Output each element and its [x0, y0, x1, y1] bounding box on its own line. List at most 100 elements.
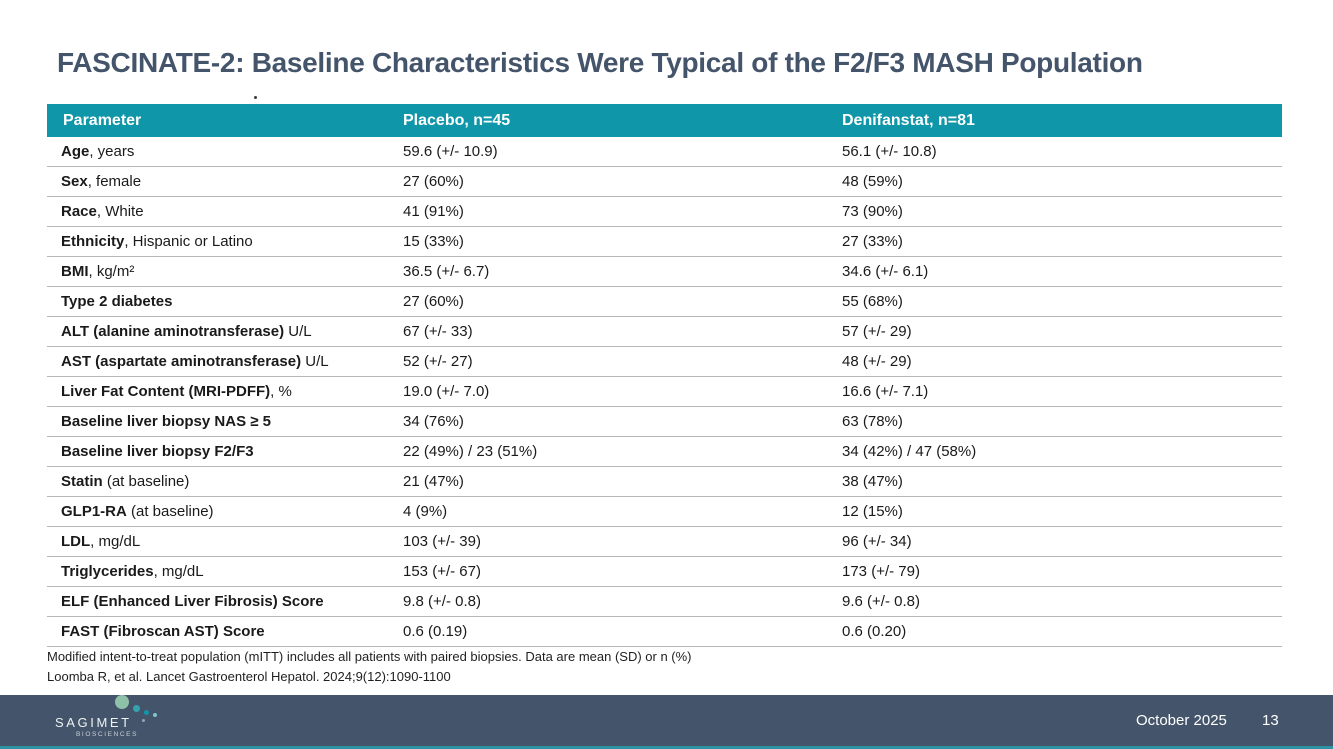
table-row: Triglycerides, mg/dL 153 (+/- 67) 173 (+/-… — [47, 557, 1282, 587]
placebo-value-cell: 153 (+/- 67) — [403, 563, 481, 580]
sagimet-logo: SAGIMET — [55, 715, 132, 730]
placebo-value-cell: 21 (47%) — [403, 473, 464, 490]
placebo-value-cell: 4 (9%) — [403, 503, 448, 520]
parameter-cell: ALT (alanine aminotransferase) U/L — [47, 323, 403, 340]
parameter-bold: Type 2 diabetes — [61, 293, 173, 310]
placebo-value-cell: 67 (+/- 33) — [403, 323, 473, 340]
footnote-population: Modified intent-to-treat population (mIT… — [47, 649, 692, 664]
placebo-value-cell: 34 (76%) — [403, 413, 464, 430]
denifanstat-value-cell: 48 (+/- 29) — [842, 353, 912, 370]
table-row: ALT (alanine aminotransferase) U/L 67 (+/… — [47, 317, 1282, 347]
parameter-rest: , female — [87, 173, 142, 190]
footer-accent-strip — [0, 746, 1333, 749]
table-row: FAST (Fibroscan AST) Score 0.6 (0.19) 0.6 … — [47, 617, 1282, 647]
parameter-bold: ALT (alanine aminotransferase) — [61, 323, 285, 340]
parameter-cell: FAST (Fibroscan AST) Score — [47, 623, 403, 640]
page-number: 13 — [1262, 712, 1279, 729]
table-row: BMI, kg/m² 36.5 (+/- 6.7) 34.6 (+/- 6.1) — [47, 257, 1282, 287]
denifanstat-value-cell: 34.6 (+/- 6.1) — [842, 263, 929, 280]
placebo-value-cell: 15 (33%) — [403, 233, 464, 250]
logo-dot-icon — [142, 719, 145, 722]
parameter-rest: , White — [96, 203, 144, 220]
parameter-rest: , mg/dL — [90, 533, 141, 550]
denifanstat-value-cell: 38 (47%) — [842, 473, 903, 490]
denifanstat-value-cell: 27 (33%) — [842, 233, 903, 250]
parameter-rest: U/L — [301, 353, 329, 370]
parameter-bold: Baseline liver biopsy F2/F3 — [61, 443, 254, 460]
parameter-bold: Statin — [61, 473, 103, 490]
table-row: GLP1-RA (at baseline) 4 (9%) 12 (15%) — [47, 497, 1282, 527]
table-body: Age, years 59.6 (+/- 10.9) 56.1 (+/- 10.8)… — [47, 137, 1282, 647]
denifanstat-value-cell: 56.1 (+/- 10.8) — [842, 143, 937, 160]
table-header-row: Parameter Placebo, n=45 Denifanstat, n=8… — [47, 104, 1282, 137]
column-header-parameter: Parameter — [63, 111, 142, 129]
parameter-cell: Race, White — [47, 203, 403, 220]
table-row: Ethnicity, Hispanic or Latino 15 (33%) 27 … — [47, 227, 1282, 257]
footer-date: October 2025 — [1136, 712, 1227, 729]
parameter-bold: LDL — [61, 533, 91, 550]
logo-dot-icon — [133, 705, 140, 712]
parameter-cell: Statin (at baseline) — [47, 473, 403, 490]
denifanstat-value-cell: 73 (90%) — [842, 203, 903, 220]
denifanstat-value-cell: 55 (68%) — [842, 293, 903, 310]
parameter-bold: Liver Fat Content (MRI-PDFF) — [61, 383, 271, 400]
denifanstat-value-cell: 63 (78%) — [842, 413, 903, 430]
parameter-bold: AST (aspartate aminotransferase) — [61, 353, 302, 370]
parameter-cell: GLP1-RA (at baseline) — [47, 503, 403, 520]
table-row: Age, years 59.6 (+/- 10.9) 56.1 (+/- 10.8) — [47, 137, 1282, 167]
parameter-cell: Age, years — [47, 143, 403, 160]
parameter-rest: , % — [270, 383, 292, 400]
denifanstat-value-cell: 9.6 (+/- 0.8) — [842, 593, 920, 610]
parameter-rest: , years — [89, 143, 135, 160]
footer-bar: SAGIMET BIOSCIENCES October 2025 13 — [0, 695, 1333, 749]
parameter-cell: Baseline liver biopsy F2/F3 — [47, 443, 403, 460]
denifanstat-value-cell: 48 (59%) — [842, 173, 903, 190]
parameter-bold: FAST (Fibroscan AST) Score — [61, 623, 265, 640]
parameter-rest: (at baseline) — [102, 473, 190, 490]
parameter-bold: ELF (Enhanced Liver Fibrosis) Score — [61, 593, 324, 610]
parameter-cell: LDL, mg/dL — [47, 533, 403, 550]
parameter-bold: Triglycerides — [61, 563, 154, 580]
parameter-bold: BMI — [61, 263, 89, 280]
parameter-cell: Liver Fat Content (MRI-PDFF), % — [47, 383, 403, 400]
placebo-value-cell: 27 (60%) — [403, 293, 464, 310]
table-row: Type 2 diabetes 27 (60%) 55 (68%) — [47, 287, 1282, 317]
parameter-rest: U/L — [284, 323, 312, 340]
parameter-cell: Type 2 diabetes — [47, 293, 403, 310]
parameter-rest: (at baseline) — [126, 503, 214, 520]
table-row: LDL, mg/dL 103 (+/- 39) 96 (+/- 34) — [47, 527, 1282, 557]
column-header-placebo: Placebo, n=45 — [403, 111, 511, 129]
parameter-cell: Baseline liver biopsy NAS ≥ 5 — [47, 413, 403, 430]
placebo-value-cell: 52 (+/- 27) — [403, 353, 473, 370]
placebo-value-cell: 41 (91%) — [403, 203, 464, 220]
parameter-bold: Sex — [61, 173, 88, 190]
placebo-value-cell: 22 (49%) / 23 (51%) — [403, 443, 538, 460]
parameter-cell: Triglycerides, mg/dL — [47, 563, 403, 580]
table-row: ELF (Enhanced Liver Fibrosis) Score 9.8 (… — [47, 587, 1282, 617]
table-row: Sex, female 27 (60%) 48 (59%) — [47, 167, 1282, 197]
placebo-value-cell: 36.5 (+/- 6.7) — [403, 263, 490, 280]
parameter-cell: AST (aspartate aminotransferase) U/L — [47, 353, 403, 370]
placebo-value-cell: 103 (+/- 39) — [403, 533, 481, 550]
slide-title: FASCINATE-2: Baseline Characteristics We… — [57, 47, 1143, 78]
parameter-rest: , mg/dL — [153, 563, 204, 580]
parameter-cell: Ethnicity, Hispanic or Latino — [47, 233, 403, 250]
denifanstat-value-cell: 57 (+/- 29) — [842, 323, 912, 340]
denifanstat-value-cell: 12 (15%) — [842, 503, 903, 520]
parameter-rest: , Hispanic or Latino — [124, 233, 253, 250]
baseline-characteristics-table: Parameter Placebo, n=45 Denifanstat, n=8… — [47, 104, 1282, 647]
table-row: Baseline liver biopsy F2/F3 22 (49%) / 23… — [47, 437, 1282, 467]
table-row: Statin (at baseline) 21 (47%) 38 (47%) — [47, 467, 1282, 497]
table-row: Race, White 41 (91%) 73 (90%) — [47, 197, 1282, 227]
denifanstat-value-cell: 173 (+/- 79) — [842, 563, 920, 580]
parameter-rest: , kg/m² — [88, 263, 135, 280]
parameter-bold: Ethnicity — [61, 233, 125, 250]
parameter-cell: BMI, kg/m² — [47, 263, 403, 280]
parameter-bold: Age — [61, 143, 90, 160]
denifanstat-value-cell: 16.6 (+/- 7.1) — [842, 383, 929, 400]
parameter-cell: ELF (Enhanced Liver Fibrosis) Score — [47, 593, 403, 610]
table-row: Baseline liver biopsy NAS ≥ 5 34 (76%) 63 … — [47, 407, 1282, 437]
logo-dot-icon — [153, 713, 157, 717]
parameter-bold: Baseline liver biopsy NAS ≥ 5 — [61, 413, 271, 430]
